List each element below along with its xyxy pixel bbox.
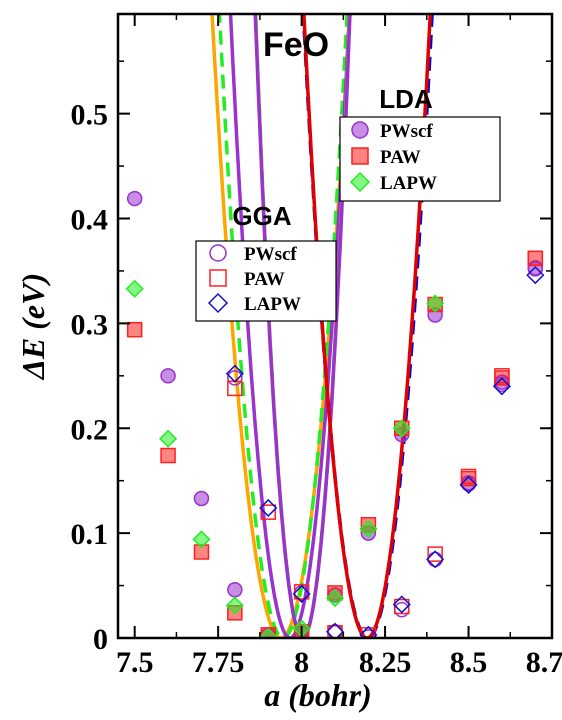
y-tick-label: 0 (93, 623, 108, 656)
data-point-gga-pwscf (394, 601, 410, 618)
legend-gga-marker (209, 244, 227, 262)
legend-lda: LDA PWscf PAW LAPW (339, 84, 501, 202)
data-point-lda-lapw (192, 530, 211, 549)
data-point-lda-lapw (225, 596, 244, 615)
data-point-lda-lapw (159, 429, 178, 448)
data-point-lda-lapw (325, 589, 345, 608)
data-point-gga-paw (293, 584, 310, 600)
x-axis: 7.5 7.75 8 8.25 8.5 8.75 (116, 14, 562, 679)
data-markers (125, 190, 545, 638)
data-point-gga-lapw (359, 625, 378, 638)
y-tick-label: 0.3 (71, 308, 109, 341)
legend-lda-paw-label: PAW (380, 147, 421, 168)
y-axis: 0 0.1 0.2 0.3 0.4 0.5 (71, 60, 552, 656)
data-point-lda-paw (160, 447, 176, 464)
plot-frame (116, 12, 554, 640)
legend-lda-marker (351, 147, 369, 165)
x-tick-label: 8.25 (359, 646, 412, 679)
x-tick-label: 8 (294, 646, 309, 679)
data-point-lda-pwscf (193, 490, 210, 507)
y-axis-title: ΔE (eV) (15, 273, 51, 381)
legend-lda-title: LDA (379, 84, 433, 114)
data-point-gga-lapw (292, 584, 311, 604)
data-point-gga-lapw (392, 595, 411, 614)
data-point-gga-paw (494, 368, 510, 384)
legend-lda-pwscf-label: PWscf (380, 121, 433, 142)
data-point-gga-paw (260, 504, 276, 520)
legend-gga-marker (209, 269, 227, 287)
data-point-lda-pwscf (227, 582, 243, 598)
data-point-gga-lapw (459, 475, 478, 494)
data-point-gga-paw (460, 468, 477, 485)
data-point-lda-lapw (359, 519, 378, 538)
y-tick-label: 0.2 (71, 413, 109, 446)
data-point-gga-lapw (492, 377, 511, 396)
data-point-gga-pwscf (494, 376, 510, 392)
legend-gga-paw-label: PAW (244, 269, 285, 290)
data-point-gga-paw (527, 250, 544, 267)
y-tick-label: 0.5 (71, 99, 109, 132)
data-point-gga-lapw (225, 364, 244, 383)
legend-gga: GGA PWscf PAW LAPW (195, 201, 337, 322)
data-point-lda-lapw (125, 279, 144, 298)
x-tick-label: 8.5 (450, 646, 488, 679)
data-point-gga-pwscf (327, 623, 343, 638)
data-point-lda-pwscf (160, 368, 176, 384)
data-point-gga-paw (427, 546, 443, 562)
legend-gga-title: GGA (232, 201, 291, 231)
data-point-lda-lapw (392, 419, 411, 438)
x-axis-title: a (bohr) (264, 677, 372, 713)
data-point-gga-pwscf (427, 551, 443, 568)
legend-gga-box (195, 240, 337, 322)
legend-gga-marker (207, 292, 229, 314)
data-point-lda-paw (126, 321, 143, 338)
data-point-gga-lapw (526, 266, 545, 285)
data-point-gga-paw (394, 598, 410, 615)
data-point-lda-lapw (259, 627, 278, 638)
y-tick-label: 0.4 (71, 204, 109, 237)
data-point-gga-pwscf (527, 261, 544, 277)
x-tick-label: 8.75 (526, 646, 562, 679)
data-point-gga-lapw (325, 622, 345, 638)
legend-lda-marker (349, 171, 371, 193)
legend-gga-lapw-label: LAPW (244, 294, 301, 315)
y-tick-label: 0.1 (71, 518, 109, 551)
chart-title: FeO (263, 26, 329, 64)
legend-lda-marker (351, 121, 369, 139)
x-tick-label: 7.5 (116, 646, 154, 679)
data-point-gga-lapw (426, 550, 445, 569)
legend-gga-pwscf-label: PWscf (244, 244, 297, 265)
x-tick-label: 7.75 (192, 646, 245, 679)
data-point-gga-lapw (259, 498, 278, 518)
data-point-lda-pwscf (126, 190, 143, 207)
data-point-lda-lapw (426, 294, 445, 313)
legend-lda-lapw-label: LAPW (380, 173, 437, 194)
data-point-gga-pwscf (227, 370, 243, 386)
